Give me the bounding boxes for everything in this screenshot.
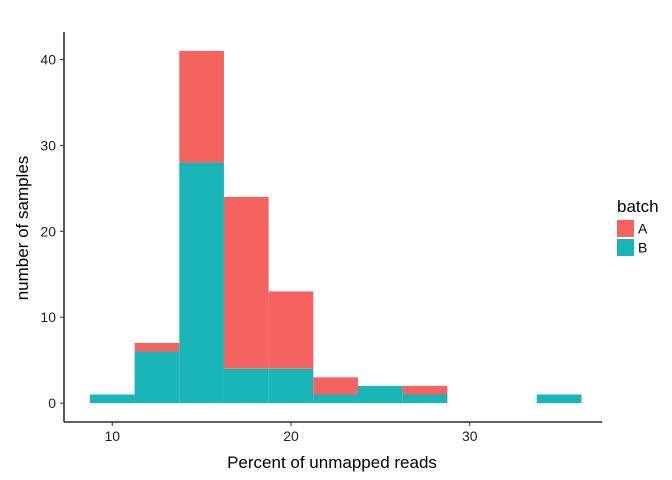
- y-axis-title: number of samples: [13, 156, 32, 301]
- bar-A-bin-3: [223, 196, 269, 369]
- legend: batch AB: [617, 197, 659, 256]
- x-tick-label-10: 10: [104, 428, 120, 444]
- x-tick-label-30: 30: [462, 428, 478, 444]
- legend-label-B: B: [638, 240, 647, 256]
- bars-group: [89, 50, 582, 404]
- y-tick-label-40: 40: [40, 51, 56, 67]
- legend-key-B: [617, 239, 634, 256]
- y-tick-label-0: 0: [48, 395, 56, 411]
- x-axis-title: Percent of unmapped reads: [227, 453, 437, 472]
- bar-B-bin-4: [268, 368, 314, 404]
- legend-key-A: [617, 220, 634, 237]
- y-tick-label-20: 20: [40, 223, 56, 239]
- y-tick-label-30: 30: [40, 137, 56, 153]
- bar-B-bin-10: [536, 394, 582, 404]
- bar-B-bin-3: [223, 368, 269, 404]
- bar-B-bin-6: [358, 385, 403, 404]
- y-tick-label-10: 10: [40, 309, 56, 325]
- x-tick-label-20: 20: [283, 428, 299, 444]
- ticks-group: 10 20 30 0 10 20 30 40: [40, 51, 477, 444]
- bar-B-bin-2: [179, 162, 224, 404]
- bar-A-bin-4: [268, 291, 314, 369]
- bar-A-bin-1: [134, 342, 180, 352]
- bar-A-bin-7: [402, 385, 448, 395]
- bar-A-bin-2: [179, 50, 224, 163]
- legend-title: batch: [617, 197, 659, 216]
- bar-A-bin-5: [313, 377, 359, 395]
- bar-B-bin-1: [134, 351, 180, 404]
- bar-B-bin-5: [313, 394, 359, 404]
- legend-label-A: A: [638, 221, 648, 237]
- bar-B-bin-7: [402, 394, 448, 404]
- axes-group: [63, 32, 602, 423]
- bar-B-bin-0: [89, 394, 135, 404]
